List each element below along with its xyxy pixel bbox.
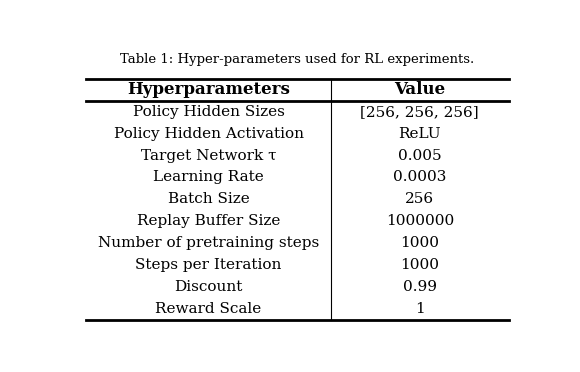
Text: Hyperparameters: Hyperparameters — [127, 81, 290, 99]
Text: 0.0003: 0.0003 — [393, 170, 447, 185]
Text: Table 1: Hyper-parameters used for RL experiments.: Table 1: Hyper-parameters used for RL ex… — [120, 53, 474, 66]
Text: 0.005: 0.005 — [398, 148, 441, 163]
Text: Discount: Discount — [175, 280, 242, 294]
Text: 1000: 1000 — [400, 258, 439, 272]
Text: 1000: 1000 — [400, 236, 439, 250]
Text: Policy Hidden Sizes: Policy Hidden Sizes — [133, 105, 284, 119]
Text: Learning Rate: Learning Rate — [153, 170, 264, 185]
Text: Target Network τ: Target Network τ — [141, 148, 276, 163]
Text: Number of pretraining steps: Number of pretraining steps — [98, 236, 319, 250]
Text: Reward Scale: Reward Scale — [155, 302, 262, 316]
Text: 256: 256 — [405, 192, 434, 206]
Text: Steps per Iteration: Steps per Iteration — [135, 258, 282, 272]
Text: 1: 1 — [415, 302, 425, 316]
Text: Policy Hidden Activation: Policy Hidden Activation — [114, 127, 303, 141]
Text: Replay Buffer Size: Replay Buffer Size — [137, 214, 280, 228]
Text: 1000000: 1000000 — [386, 214, 454, 228]
Text: ReLU: ReLU — [398, 127, 441, 141]
Text: Value: Value — [394, 81, 445, 99]
Text: Batch Size: Batch Size — [168, 192, 249, 206]
Text: 0.99: 0.99 — [403, 280, 437, 294]
Text: [256, 256, 256]: [256, 256, 256] — [361, 105, 479, 119]
